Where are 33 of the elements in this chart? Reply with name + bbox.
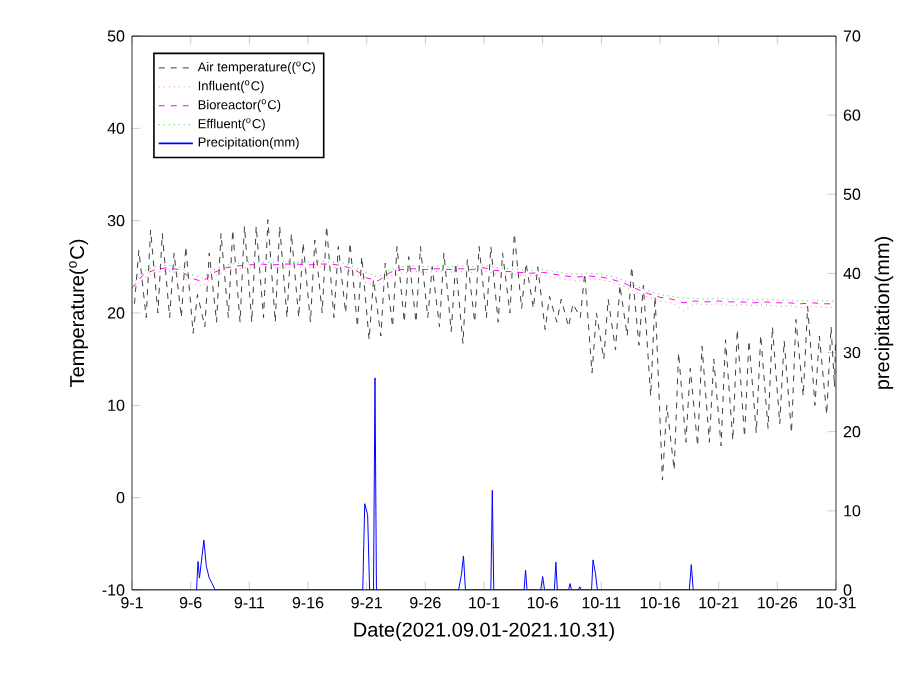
x-tick-label: 9-26 [410, 597, 441, 609]
line-series [196, 377, 694, 590]
x-tick-label: 10-26 [758, 597, 798, 609]
y2-tick-label: 70 [843, 30, 861, 42]
x-tick-label: 10-16 [640, 597, 680, 609]
y-tick-label: 30 [107, 215, 125, 227]
y2-tick-label: 20 [843, 426, 861, 438]
x-tick-label: 9-16 [292, 597, 324, 609]
y-tick-label: -10 [102, 584, 125, 596]
x-tick-label: 9-21 [351, 597, 382, 609]
y2-tick-label: 10 [844, 505, 861, 517]
x-tick-label: 10-11 [582, 597, 621, 609]
y-tick-label: 20 [107, 307, 125, 319]
y2-tick-label: 50 [843, 188, 861, 200]
y2-tick-label: 0 [843, 584, 852, 596]
y-tick-label: 10 [108, 399, 125, 411]
y2-tick-label: 40 [843, 267, 861, 280]
x-axis-title: Date(2021.09.01-2021.10.31) [354, 622, 614, 641]
x-tick-label: 10-6 [527, 597, 558, 609]
y-tick-label: 50 [107, 30, 125, 42]
x-tick-label: 9-1 [121, 597, 143, 609]
y-tick-label: 40 [107, 122, 125, 134]
x-tick-label: 9-11 [234, 597, 264, 609]
y-axis-title: Temperature($^{o}$C) [69, 239, 89, 387]
line-series [133, 219, 836, 481]
x-tick-label: 10-21 [699, 597, 739, 609]
x-tick-label: 9-6 [179, 597, 202, 609]
x-tick-label: 10-31 [816, 597, 856, 609]
y2-tick-label: 60 [843, 109, 861, 121]
y2-axis-title: precipitation(mm) [874, 237, 894, 389]
y2-tick-label: 30 [843, 346, 861, 359]
x-tick-label: 10-1 [469, 597, 500, 609]
y-tick-label: 0 [116, 491, 125, 504]
